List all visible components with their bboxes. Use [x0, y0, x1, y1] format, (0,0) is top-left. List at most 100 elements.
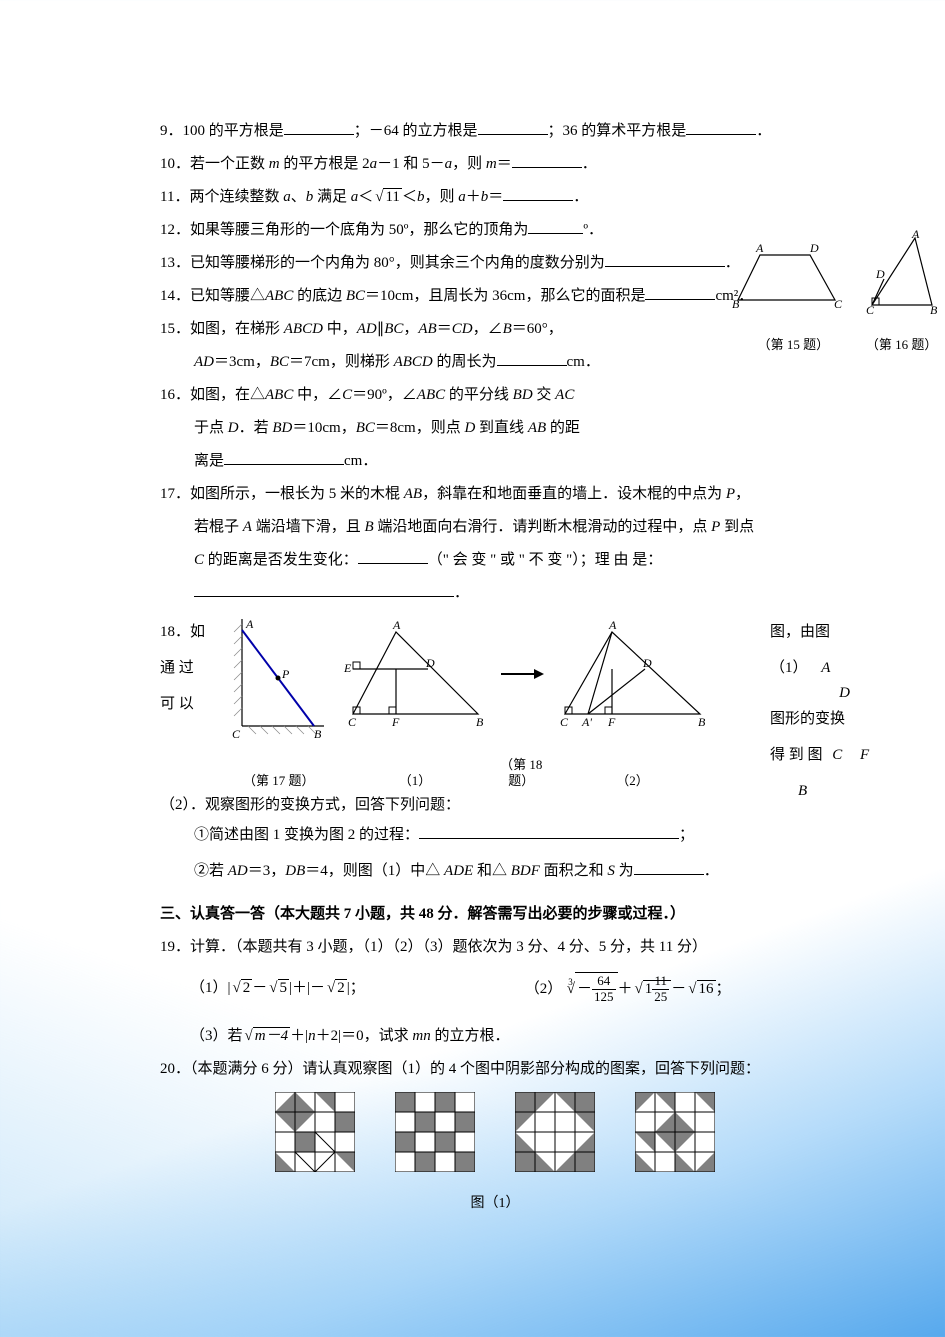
q18-db: DB [285, 863, 305, 879]
q16-l1e: 交 [533, 387, 556, 403]
q14-mid2: ＝10cm，且周长为 36cm，那么它的面积是 [365, 288, 645, 304]
q16-d: D [228, 420, 239, 436]
q18-left3: 可 以 [160, 686, 220, 722]
q15-l2c: 的周长为 [433, 354, 497, 370]
q13-blank[interactable] [605, 251, 725, 267]
q13-text: 13．已知等腰梯形的一个内角为 80°，则其余三个内角的度数分别为 [160, 255, 605, 271]
q18-s: S [607, 863, 615, 879]
q17-p2: P [711, 519, 720, 535]
q17-l2a: 若棍子 [194, 519, 243, 535]
q11-end: ． [573, 189, 588, 205]
q10-end: ． [582, 156, 597, 172]
q17-l4: ． [454, 585, 469, 601]
q19-p1-pre: （1）| [190, 980, 231, 996]
svg-text:P: P [281, 667, 290, 681]
q19-p2-pre: （2） [525, 981, 563, 997]
q18-right-col: 图，由图（1） A D 图形的变换 得 到 图 C F B [770, 614, 870, 809]
q11-mid1: 、 [291, 189, 306, 205]
pattern-2 [395, 1092, 475, 1172]
q16-bd: BD [513, 387, 533, 403]
q15-bc: BC [384, 321, 403, 337]
figure-18-2-svg: AD CA'FB [550, 614, 715, 744]
q18-sub1-end: ； [679, 827, 694, 843]
q15-l2a: ＝3cm， [214, 354, 270, 370]
q19-p3-mid: ＋| [290, 1028, 308, 1044]
q19-p1-a: 2 [241, 979, 253, 996]
q18-right-lbl-A: A [821, 660, 830, 676]
question-18-text: （2）．观察图形的变换方式，回答下列问题： ①简述由图 1 变换为图 2 的过程… [160, 790, 830, 886]
q20-text: 20．（本题满分 6 分）请认真观察图（1）的 4 个图中阴影部分构成的图案，回… [160, 1061, 760, 1077]
q17-ab: AB [404, 486, 422, 502]
q18-sub2-end: ． [704, 863, 719, 879]
q17-c: C [194, 552, 204, 568]
q15-l2b: ＝7cm，则梯形 [289, 354, 394, 370]
svg-text:B: B [732, 297, 740, 311]
q15-abcd: ABCD [284, 321, 323, 337]
q10-pre: 10．若一个正数 [160, 156, 269, 172]
fig15-caption: （第 15 题） [733, 331, 853, 360]
q19-p2-md: 25 [652, 990, 669, 1004]
q17-blank-2[interactable] [194, 581, 454, 597]
q15-l1c: ， [403, 321, 418, 337]
pattern-3 [515, 1092, 595, 1172]
q19-p2-last: 16 [697, 980, 716, 997]
q11-a: a [283, 189, 291, 205]
question-17: 17．如图所示，一根长为 5 米的木棍 AB，斜靠在和地面垂直的墙上．设木棍的中… [160, 478, 830, 610]
q10-blank[interactable] [512, 152, 582, 168]
q12-blank[interactable] [528, 218, 583, 234]
q11-sqrt: 11 [373, 181, 402, 214]
q16-l2e: 到直线 [475, 420, 528, 436]
fig18-caption: （第 18 题） [496, 757, 546, 788]
q15-blank[interactable] [497, 350, 567, 366]
q18-sub1-blank[interactable] [419, 823, 679, 839]
q19-p3-rad: m－4 [253, 1027, 290, 1044]
q16-abc2: ABC [417, 387, 445, 403]
q17-l1c: ， [735, 486, 750, 502]
svg-text:D: D [425, 656, 435, 670]
q9-blank-2[interactable] [478, 119, 548, 135]
q16-l2f: 的距 [546, 420, 580, 436]
q17-a: A [243, 519, 252, 535]
q9-mid1: ；－64 的立方根是 [354, 123, 478, 139]
section-3-title: 三、认真答一答（本大题共 7 小题，共 48 分．解答需写出必要的步骤或过程．） [160, 898, 830, 931]
q18-sub2d: 和△ [473, 863, 511, 879]
q16-l1d: 的平分线 [445, 387, 513, 403]
svg-text:B: B [476, 715, 484, 729]
q11-pre: 11．两个连续整数 [160, 189, 283, 205]
q9-end: ． [756, 123, 771, 139]
fig18-1-caption: （1） [338, 773, 493, 789]
q16-l3b: cm． [344, 453, 377, 469]
q19-p2-fd: 125 [592, 990, 616, 1004]
q16-abc: ABC [265, 387, 293, 403]
q19-p3-end: 的立方根． [431, 1028, 510, 1044]
q16-d2: D [464, 420, 475, 436]
q11-mid7: ＝ [488, 189, 503, 205]
q16-bd2: BD [272, 420, 292, 436]
q19-p3: （3）若m－4＋|n＋2|＝0，试求 mn 的立方根． [190, 1020, 830, 1053]
q9-blank-1[interactable] [284, 119, 354, 135]
q18-sub2f: 为 [615, 863, 634, 879]
q11-blank[interactable] [503, 185, 573, 201]
q11-mid4: ＜ [402, 189, 417, 205]
patterns-row [160, 1092, 830, 1185]
q16-blank[interactable] [224, 449, 344, 465]
q11-mid3: ＜ [358, 189, 373, 205]
q10-m2: m [486, 156, 497, 172]
q19-p1-sqrt2a: 2 [231, 972, 253, 1005]
q19-p2-cbrt: 3√－64125 [562, 972, 617, 1006]
svg-text:C: C [866, 303, 875, 317]
q10-mid2: －1 和 5－ [377, 156, 445, 172]
q19-p2: （2）3√－64125＋11125－16； [525, 972, 731, 1006]
q19-p2-sqrt16: 16 [686, 973, 715, 1006]
figure-15-svg: AD BC [730, 240, 850, 320]
question-15: 15．如图，在梯形 ABCD 中，AD∥BC，AB＝CD，∠B＝60°， AD＝… [160, 313, 600, 379]
q14-blank[interactable] [645, 284, 715, 300]
svg-text:A: A [911, 230, 920, 241]
q16-l2a: 于点 [194, 420, 228, 436]
q17-l1b: ，斜靠在和地面垂直的墙上．设木棍的中点为 [422, 486, 726, 502]
q10-m: m [269, 156, 280, 172]
q19-p3-sqrt: m－4 [243, 1020, 291, 1053]
q18-sub2-blank[interactable] [634, 859, 704, 875]
q9-blank-3[interactable] [686, 119, 756, 135]
q17-blank-1[interactable] [358, 548, 428, 564]
